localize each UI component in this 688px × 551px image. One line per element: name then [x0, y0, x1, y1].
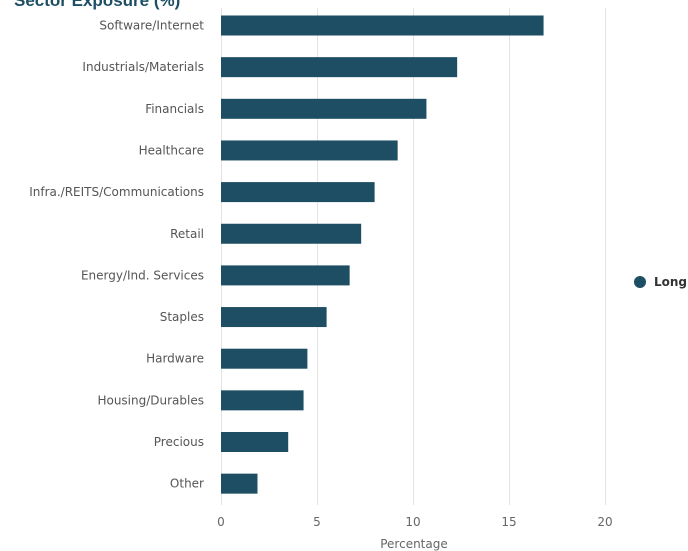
category-label-1: Industrials/Materials [82, 60, 204, 74]
category-label-8: Hardware [146, 352, 204, 366]
legend-label-long: Long [654, 275, 687, 289]
x-tick-label-4: 20 [597, 515, 612, 529]
x-tick-label-2: 10 [405, 515, 420, 529]
category-label-7: Staples [160, 310, 204, 324]
bar-10[interactable] [221, 432, 289, 452]
category-label-11: Other [170, 477, 204, 491]
bar-11[interactable] [221, 473, 258, 494]
bar-7[interactable] [221, 307, 327, 328]
bar-4[interactable] [221, 182, 375, 203]
legend[interactable]: Long [634, 275, 687, 289]
bar-9[interactable] [221, 390, 304, 411]
x-axis-title: Percentage [380, 537, 448, 551]
category-label-9: Housing/Durables [97, 393, 204, 407]
category-label-5: Retail [170, 227, 204, 241]
bar-6[interactable] [221, 265, 350, 286]
chart-title: Sector Exposure (%) [14, 0, 180, 10]
bars [221, 15, 544, 494]
x-axis-ticks: 0 5 10 15 20 [217, 515, 612, 529]
x-tick-label-0: 0 [217, 515, 225, 529]
bar-1[interactable] [221, 57, 458, 78]
x-tick-label-1: 5 [313, 515, 321, 529]
bar-2[interactable] [221, 98, 427, 119]
grid-lines [221, 8, 606, 505]
bar-3[interactable] [221, 140, 398, 161]
category-label-4: Infra./REITS/Communications [29, 185, 204, 199]
bar-8[interactable] [221, 348, 308, 369]
category-label-6: Energy/Ind. Services [81, 268, 204, 282]
category-label-10: Precious [154, 435, 204, 449]
category-labels: Software/Internet Industrials/Materials Fi… [29, 19, 204, 491]
legend-marker-long [634, 276, 646, 288]
bar-0[interactable] [221, 15, 544, 36]
category-label-3: Healthcare [139, 143, 204, 157]
bar-5[interactable] [221, 223, 362, 244]
category-label-0: Software/Internet [99, 19, 204, 33]
x-tick-label-3: 15 [501, 515, 516, 529]
category-label-2: Financials [145, 102, 204, 116]
